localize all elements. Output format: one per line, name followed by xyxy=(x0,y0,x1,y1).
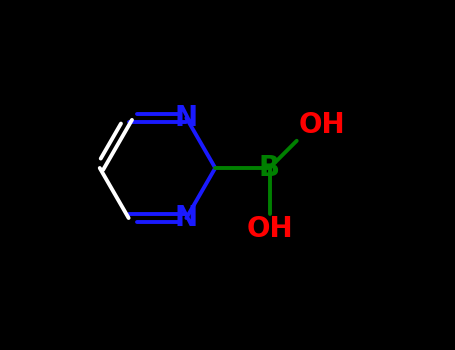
Text: N: N xyxy=(175,104,198,132)
Text: N: N xyxy=(175,204,198,232)
Text: B: B xyxy=(259,154,280,182)
Text: OH: OH xyxy=(246,215,293,243)
Text: OH: OH xyxy=(298,111,345,139)
